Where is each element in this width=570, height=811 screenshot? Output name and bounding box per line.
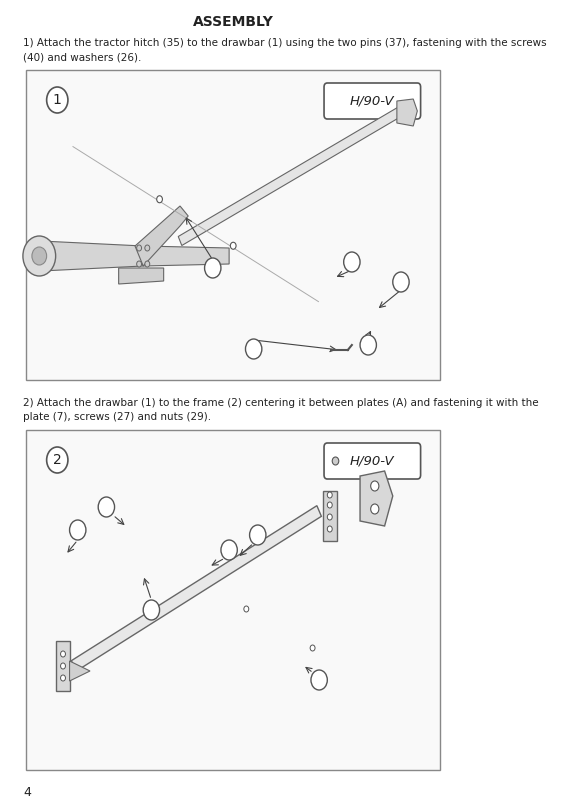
Circle shape — [250, 525, 266, 545]
Circle shape — [370, 481, 379, 491]
Text: 37: 37 — [247, 344, 260, 354]
Polygon shape — [71, 506, 321, 672]
Polygon shape — [360, 471, 393, 526]
Circle shape — [327, 526, 332, 532]
Text: H/90-V: H/90-V — [350, 95, 394, 108]
Circle shape — [344, 252, 360, 272]
FancyBboxPatch shape — [26, 70, 440, 380]
Circle shape — [60, 651, 66, 657]
Circle shape — [145, 245, 150, 251]
Circle shape — [23, 236, 56, 276]
Circle shape — [205, 258, 221, 278]
Circle shape — [327, 492, 332, 498]
Text: ASSEMBLY: ASSEMBLY — [193, 15, 274, 29]
FancyBboxPatch shape — [324, 443, 421, 479]
Text: 4: 4 — [23, 787, 31, 800]
Circle shape — [60, 675, 66, 681]
Circle shape — [60, 663, 66, 669]
Circle shape — [327, 514, 332, 520]
Polygon shape — [41, 241, 143, 271]
Text: 27: 27 — [223, 545, 235, 555]
Text: 1: 1 — [53, 93, 62, 107]
FancyBboxPatch shape — [324, 83, 421, 119]
Circle shape — [157, 195, 162, 203]
Text: 2) Attach the drawbar (1) to the frame (2) centering it between plates (A) and f: 2) Attach the drawbar (1) to the frame (… — [23, 398, 539, 422]
Circle shape — [370, 504, 379, 514]
Circle shape — [360, 335, 376, 355]
Circle shape — [393, 272, 409, 292]
Circle shape — [310, 645, 315, 651]
Circle shape — [137, 261, 141, 267]
Polygon shape — [397, 99, 417, 126]
Polygon shape — [135, 206, 188, 266]
Circle shape — [143, 600, 160, 620]
Circle shape — [221, 540, 237, 560]
Polygon shape — [323, 491, 337, 541]
Polygon shape — [119, 268, 164, 284]
Text: 29: 29 — [251, 530, 264, 540]
Circle shape — [246, 339, 262, 359]
Circle shape — [47, 87, 68, 113]
Text: 2: 2 — [53, 453, 62, 467]
Circle shape — [230, 242, 236, 249]
Polygon shape — [143, 246, 229, 266]
Polygon shape — [56, 641, 70, 691]
Text: 1: 1 — [209, 263, 216, 273]
Text: 7: 7 — [103, 502, 110, 512]
Text: A: A — [148, 605, 155, 615]
Polygon shape — [70, 661, 90, 681]
Circle shape — [98, 497, 115, 517]
Circle shape — [70, 520, 86, 540]
Circle shape — [311, 670, 327, 690]
Circle shape — [137, 245, 141, 251]
Circle shape — [244, 606, 249, 612]
Circle shape — [327, 502, 332, 508]
Text: 1) Attach the tractor hitch (35) to the drawbar (1) using the two pins (37), fas: 1) Attach the tractor hitch (35) to the … — [23, 38, 547, 62]
Text: 1: 1 — [316, 675, 323, 685]
Text: 2: 2 — [74, 525, 82, 535]
Text: H/90-V: H/90-V — [350, 454, 394, 467]
Circle shape — [332, 457, 339, 465]
Circle shape — [145, 261, 150, 267]
FancyBboxPatch shape — [26, 430, 440, 770]
Polygon shape — [178, 106, 403, 246]
Text: 40: 40 — [346, 257, 358, 267]
Text: 35: 35 — [395, 277, 407, 287]
Text: 26: 26 — [362, 340, 374, 350]
Circle shape — [32, 247, 47, 265]
Circle shape — [47, 447, 68, 473]
